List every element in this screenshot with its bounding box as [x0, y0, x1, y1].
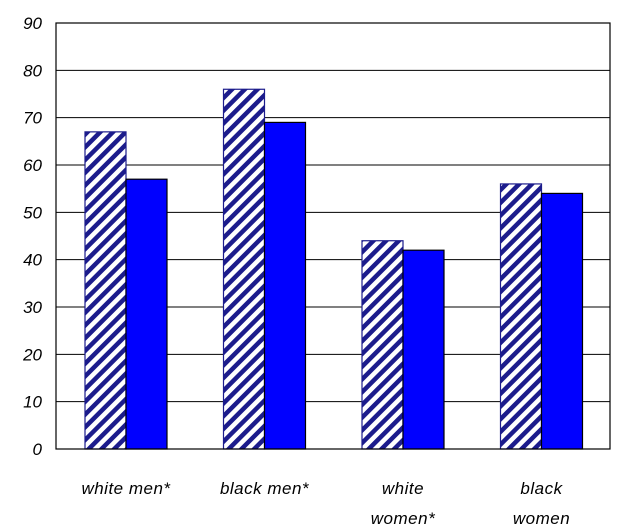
plot-area-frame: [55, 22, 611, 450]
category-label: black: [520, 479, 563, 498]
bar-series2-3: [540, 192, 584, 450]
bars: [84, 88, 584, 450]
category-label: black men*: [220, 479, 310, 498]
category-label: white: [382, 479, 424, 498]
category-label: white men*: [81, 479, 171, 498]
y-tick-label: 80: [23, 61, 42, 80]
bar-series1-1: [222, 88, 266, 450]
category-label: women*: [371, 509, 436, 527]
bar-series2-1: [263, 121, 307, 450]
bar-series1-3: [499, 183, 543, 450]
bar-series1-2: [361, 240, 404, 450]
y-tick-label: 40: [23, 251, 42, 270]
y-tick-label: 0: [33, 440, 43, 459]
y-tick-label: 90: [23, 14, 42, 33]
y-tick-label: 30: [23, 298, 42, 317]
y-tick-label: 10: [23, 393, 42, 412]
y-tick-label: 70: [23, 109, 42, 128]
bar-series2-0: [125, 178, 168, 450]
bar-series2-2: [402, 249, 445, 450]
y-tick-label: 60: [23, 156, 42, 175]
x-axis-category-labels: white men* black men* white women* black wome…: [81, 479, 570, 527]
y-tick-label: 20: [22, 345, 42, 364]
y-axis-tick-labels: 0 10 20 30 40 50 60 70 80 90: [22, 14, 42, 459]
category-label: women: [513, 509, 570, 527]
bar-series1-0: [84, 131, 127, 450]
y-tick-label: 50: [23, 203, 42, 222]
